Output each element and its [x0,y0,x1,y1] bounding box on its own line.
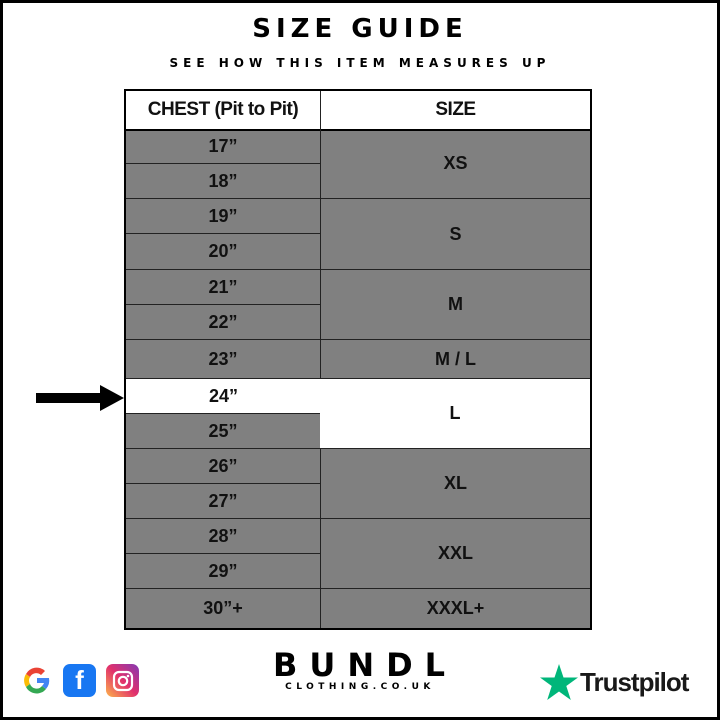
chest-cell: 21” [126,270,321,305]
instagram-icon[interactable] [106,664,139,697]
chest-cell: 27” [126,484,321,519]
chest-cell: 23” [126,340,321,379]
facebook-icon[interactable]: f [63,664,96,697]
header-chest: CHEST (Pit to Pit) [126,91,321,131]
size-cell: M [321,270,590,340]
chest-cell: 28” [126,519,321,554]
page-title: SIZE GUIDE [252,14,468,44]
chest-cell: 20” [126,234,321,270]
chest-cell: 22” [126,305,321,340]
chest-cell: 26” [126,449,321,484]
brand-name: BUNDL [272,646,458,684]
chest-cell: 17” [126,129,321,164]
chest-cell: 30”+ [126,589,321,628]
trustpilot-text: Trustpilot [580,666,689,697]
trustpilot-star-icon [540,664,578,700]
chest-cell: 25” [126,414,321,449]
size-cell-highlighted: L [320,379,590,449]
brand-domain: CLOTHING.CO.UK [285,682,435,692]
page-subtitle: SEE HOW THIS ITEM MEASURES UP [169,56,551,70]
social-icons: f [20,664,139,697]
trustpilot-logo[interactable]: Trustpilot [540,664,689,700]
size-cell: M / L [321,340,590,379]
size-table: CHEST (Pit to Pit) SIZE 17” 18” 19” 20” … [124,89,592,630]
chest-cell: 29” [126,554,321,589]
brand-logo: BUNDL CLOTHING.CO.UK [260,648,460,692]
header-size: SIZE [321,91,590,131]
size-cell: XXXL+ [426,598,485,618]
google-icon[interactable] [20,664,53,697]
chest-cell: 18” [126,164,321,199]
chest-cell: 19” [126,199,321,234]
size-cell: XXL [321,519,590,589]
size-cell: XS [321,129,590,199]
size-cell: XL [321,449,590,519]
chest-cell-highlighted: 24” [126,379,321,414]
arrow-right-icon [36,385,124,411]
size-cell: S [321,199,590,270]
